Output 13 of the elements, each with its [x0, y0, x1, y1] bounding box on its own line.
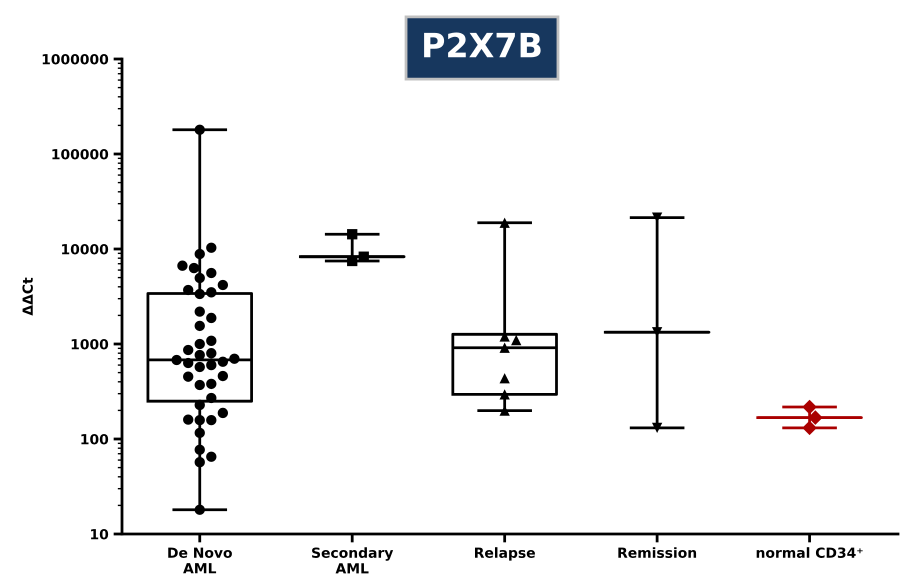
y-tick-label: 1000000 [42, 54, 108, 64]
x-tick-label: De Novo AML [168, 548, 232, 574]
y-axis-title: ΔΔCt [22, 278, 33, 316]
y-tick-label: 100 [81, 434, 108, 444]
y-tick-label: 10000 [62, 244, 108, 254]
y-tick-label: 100000 [52, 148, 108, 160]
chart-title: P2X7B [424, 32, 541, 58]
y-tick-label: 10 [91, 528, 108, 540]
x-tick-label: Secondary AML [312, 547, 394, 574]
x-tick-label: Remission [618, 547, 696, 558]
y-tick-label: 1000 [72, 338, 108, 350]
x-tick-label: normal CD34⁺ [756, 547, 863, 558]
x-tick-label: Relapse [475, 547, 535, 561]
